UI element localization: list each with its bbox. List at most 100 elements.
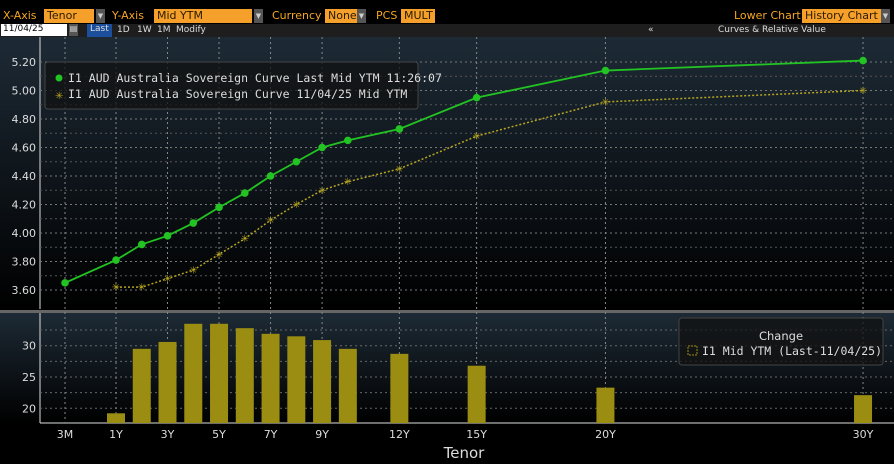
current-curve-point	[241, 189, 249, 197]
toolbar: X-Axis Tenor ▼ Y-Axis Mid YTM ▼ Currency…	[0, 8, 894, 24]
pcs-field[interactable]: MULT	[401, 9, 435, 23]
previous-curve-point: ✳	[215, 250, 223, 261]
current-curve-point	[112, 256, 120, 264]
lower-chart-label: Lower Chart	[734, 9, 801, 22]
current-curve-point	[215, 203, 223, 212]
modify-button[interactable]: Modify	[176, 25, 206, 35]
xaxis-select[interactable]: Tenor	[44, 9, 94, 23]
current-curve-point	[266, 172, 275, 180]
current-curve-point	[137, 240, 146, 249]
previous-curve-point: ✳	[189, 266, 197, 277]
lower-chart-select[interactable]: History Chart	[802, 9, 881, 23]
y-tick-label: 3.60	[12, 284, 37, 297]
period-1w[interactable]: 1W	[137, 25, 152, 35]
sub-toolbar: 11/04/25 ▤ Last 1D 1W 1M Modify « Curves…	[0, 24, 894, 37]
previous-curve-line	[116, 89, 864, 288]
y-tick-label: 4.40	[12, 170, 37, 183]
change-bar	[390, 353, 409, 423]
splitter-handle[interactable]	[0, 310, 894, 313]
yaxis-select[interactable]: Mid YTM	[154, 9, 252, 23]
pcs-label: PCS	[376, 9, 398, 22]
change-bar	[132, 348, 151, 423]
x-tick-label: 20Y	[595, 428, 616, 441]
xaxis-label: X-Axis	[3, 9, 37, 22]
current-curve-point	[395, 125, 404, 133]
currency-select[interactable]: None	[325, 9, 360, 23]
legend-title: Change	[759, 329, 803, 343]
x-tick-label: 3M	[57, 428, 74, 441]
previous-curve-point: ✳	[318, 186, 326, 197]
legend-change: I1 Mid YTM (Last-11/04/25)	[702, 344, 882, 358]
legend-dot-icon	[55, 74, 63, 82]
y-tick-label: 4.80	[12, 113, 37, 126]
change-bar	[158, 341, 177, 423]
chevron-down-icon[interactable]: ▼	[881, 9, 890, 23]
y-tick-label: 20	[22, 402, 36, 415]
period-last[interactable]: Last	[87, 24, 112, 37]
change-bar	[210, 323, 229, 423]
change-bar	[854, 395, 873, 423]
current-curve-point	[344, 136, 352, 145]
change-bar	[107, 413, 125, 423]
x-tick-label: 1Y	[109, 428, 123, 441]
y-tick-label: 5.20	[12, 56, 37, 69]
x-axis-title: Tenor	[443, 444, 486, 462]
x-tick-label: 3Y	[161, 428, 175, 441]
x-tick-label: 7Y	[264, 428, 278, 441]
change-bar	[338, 348, 357, 423]
previous-curve-point: ✳	[266, 216, 274, 227]
legend-swatch-icon	[687, 345, 698, 356]
current-curve-point	[318, 143, 326, 152]
previous-curve-point: ✳	[859, 86, 867, 97]
current-curve-point	[601, 66, 610, 75]
change-bar	[287, 336, 306, 423]
lower-legend: Change I1 Mid YTM (Last-11/04/25)	[678, 317, 884, 366]
change-bar	[261, 333, 280, 423]
current-curve-point	[292, 157, 301, 166]
collapse-button[interactable]: «	[648, 25, 654, 35]
y-tick-label: 30	[22, 340, 36, 353]
y-tick-label: 4.20	[12, 199, 37, 212]
period-1d[interactable]: 1D	[117, 25, 130, 35]
chevron-down-icon[interactable]: ▼	[96, 9, 105, 23]
previous-curve-point: ✳	[292, 200, 300, 211]
period-1m[interactable]: 1M	[157, 25, 171, 35]
current-curve-point	[472, 93, 481, 102]
current-curve-point	[189, 219, 198, 227]
chevron-down-icon[interactable]: ▼	[254, 9, 263, 23]
y-tick-label: 4.00	[12, 227, 37, 240]
change-bar	[467, 365, 486, 423]
y-tick-label: 25	[22, 371, 36, 384]
previous-curve-point: ✳	[344, 177, 352, 188]
currency-label: Currency	[272, 9, 322, 22]
upper-legend: I1 AUD Australia Sovereign Curve Last Mi…	[44, 61, 442, 110]
x-tick-label: 15Y	[466, 428, 487, 441]
yaxis-label: Y-Axis	[112, 9, 144, 22]
previous-curve-point: ✳	[163, 274, 171, 285]
change-bar	[235, 328, 254, 423]
previous-curve-point: ✳	[601, 97, 609, 108]
current-curve-point	[61, 279, 69, 287]
previous-curve-point: ✳	[241, 234, 249, 245]
legend-previous: I1 AUD Australia Sovereign Curve 11/04/2…	[68, 87, 407, 101]
legend-asterisk-icon: ✳	[55, 91, 63, 102]
previous-curve-point: ✳	[395, 164, 403, 175]
previous-curve-point: ✳	[472, 132, 480, 143]
change-bar	[596, 387, 615, 423]
chevron-down-icon[interactable]: ▼	[357, 9, 366, 23]
panel-title: Curves & Relative Value	[718, 25, 826, 35]
x-tick-label: 12Y	[389, 428, 410, 441]
y-tick-label: 3.80	[12, 256, 37, 269]
previous-curve-point: ✳	[112, 283, 120, 294]
change-bar	[184, 323, 203, 423]
y-tick-label: 5.00	[12, 85, 37, 98]
date-input[interactable]: 11/04/25	[1, 24, 67, 36]
current-curve-point	[163, 232, 172, 240]
x-tick-label: 5Y	[212, 428, 226, 441]
current-curve-point	[859, 56, 867, 65]
calendar-icon[interactable]: ▤	[69, 24, 78, 36]
x-tick-label: 30Y	[853, 428, 874, 441]
previous-curve-point: ✳	[138, 283, 146, 294]
x-tick-label: 9Y	[315, 428, 329, 441]
